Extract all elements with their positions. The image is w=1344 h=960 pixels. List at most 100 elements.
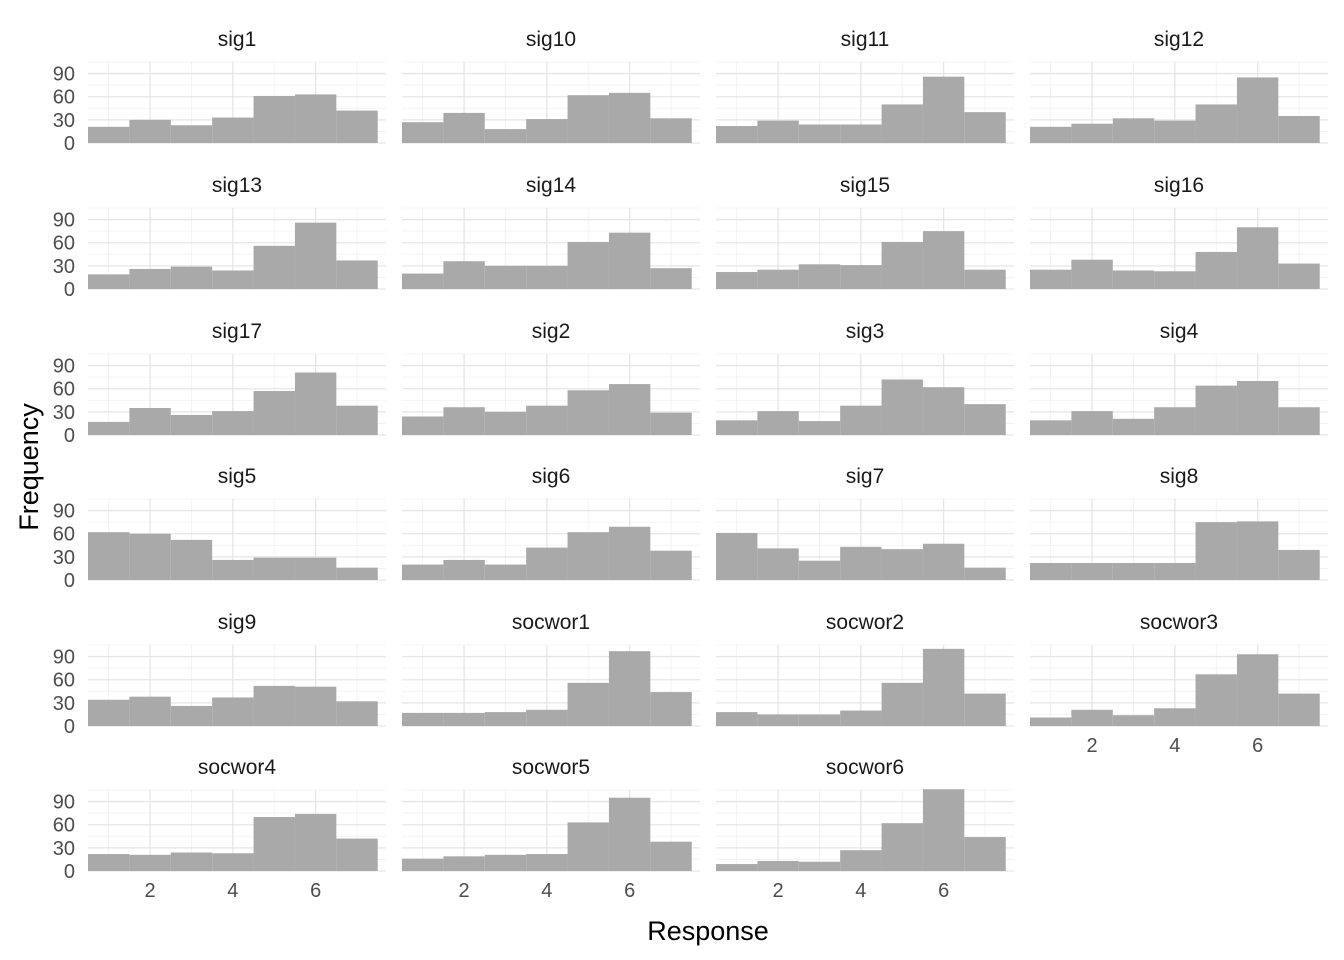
bar-socwor1-5 [567, 682, 609, 726]
bar-sig13-3 [170, 266, 213, 289]
bar-sig1-3 [170, 125, 213, 143]
bar-socwor5-7 [650, 841, 692, 871]
bar-sig17-4 [212, 411, 254, 435]
x-axis-title: Response [647, 916, 769, 946]
x-tick-label: 6 [624, 880, 635, 902]
bar-sig3-3 [798, 421, 841, 435]
bar-sig4-6 [1236, 381, 1279, 435]
y-tick-label: 30 [53, 693, 75, 715]
bar-socwor6-7 [964, 837, 1006, 871]
y-tick-label: 0 [64, 861, 75, 883]
bar-sig8-7 [1278, 549, 1320, 580]
bar-sig3-5 [881, 379, 923, 435]
bar-sig17-2 [129, 408, 171, 435]
y-tick-label: 60 [53, 87, 75, 109]
y-tick-label: 90 [53, 792, 75, 814]
bar-socwor1-7 [650, 692, 692, 726]
bar-sig14-3 [484, 265, 527, 289]
bar-sig9-1 [88, 699, 130, 726]
bar-sig5-6 [294, 557, 337, 580]
facet-title-socwor4: socwor4 [198, 756, 277, 779]
facet-title-sig10: sig10 [526, 28, 576, 51]
bar-socwor6-4 [840, 850, 882, 871]
bar-sig13-4 [212, 270, 254, 289]
bar-sig14-2 [443, 261, 485, 289]
bar-sig12-6 [1236, 77, 1279, 143]
y-tick-label: 60 [53, 233, 75, 255]
bar-sig7-6 [922, 543, 965, 580]
bar-sig13-6 [294, 222, 337, 289]
bar-sig7-1 [716, 532, 758, 580]
facet-panel-sig7: sig7 [716, 465, 1014, 581]
bar-sig8-2 [1071, 563, 1113, 580]
bar-sig3-2 [757, 411, 799, 435]
bar-sig2-7 [650, 412, 692, 435]
facet-title-sig3: sig3 [846, 320, 885, 343]
bar-socwor4-2 [129, 854, 171, 871]
bar-sig4-4 [1154, 407, 1196, 435]
bar-socwor5-2 [443, 856, 485, 871]
bar-socwor3-6 [1236, 654, 1279, 726]
bar-sig15-7 [964, 269, 1006, 289]
bar-sig9-3 [170, 705, 213, 726]
bar-sig5-1 [88, 532, 130, 580]
bar-sig6-7 [650, 550, 692, 580]
bar-sig16-7 [1278, 263, 1320, 289]
bar-sig7-7 [964, 567, 1006, 580]
bar-sig4-3 [1112, 418, 1155, 435]
bar-sig6-3 [484, 564, 527, 580]
bar-sig15-4 [840, 265, 882, 289]
y-tick-label: 30 [53, 256, 75, 278]
bar-sig7-3 [798, 560, 841, 580]
facet-title-sig8: sig8 [1160, 465, 1199, 488]
bar-sig8-5 [1195, 522, 1237, 580]
y-tick-label: 0 [64, 279, 75, 301]
bar-sig2-5 [567, 390, 609, 435]
facet-title-sig9: sig9 [218, 611, 257, 634]
facet-title-socwor3: socwor3 [1140, 611, 1218, 634]
facet-panel-sig11: sig11 [716, 28, 1014, 144]
bar-sig8-3 [1112, 563, 1155, 580]
bar-sig11-5 [881, 104, 923, 143]
bar-sig3-4 [840, 405, 882, 435]
bar-sig7-2 [757, 548, 799, 580]
bar-sig5-4 [212, 559, 254, 580]
bar-socwor2-7 [964, 693, 1006, 726]
y-tick-label: 90 [53, 501, 75, 523]
bar-socwor5-4 [526, 854, 568, 871]
bar-socwor3-1 [1030, 717, 1072, 726]
bar-sig10-4 [526, 119, 568, 143]
y-tick-label: 60 [53, 379, 75, 401]
facet-title-sig14: sig14 [526, 174, 577, 197]
bar-sig8-1 [1030, 563, 1072, 580]
y-tick-label: 30 [53, 838, 75, 860]
x-tick-label: 2 [459, 880, 470, 902]
facet-title-sig11: sig11 [841, 28, 890, 51]
y-tick-label: 30 [53, 547, 75, 569]
y-tick-label: 60 [53, 815, 75, 837]
x-tick-label: 2 [1087, 735, 1098, 757]
x-tick-label: 4 [227, 880, 238, 902]
bar-sig7-5 [881, 549, 923, 580]
bar-sig3-6 [922, 387, 965, 435]
bar-socwor4-1 [88, 854, 130, 871]
y-tick-label: 30 [53, 110, 75, 132]
bar-sig6-4 [526, 547, 568, 580]
bar-sig11-3 [798, 124, 841, 143]
bar-socwor1-1 [402, 712, 444, 726]
x-tick-label: 4 [541, 880, 552, 902]
bar-sig7-4 [840, 546, 882, 580]
bar-sig9-2 [129, 696, 171, 726]
bar-sig9-7 [336, 701, 378, 726]
bar-sig10-3 [484, 129, 527, 143]
bar-socwor2-1 [716, 712, 758, 726]
bar-socwor5-6 [608, 797, 651, 871]
bar-sig5-5 [253, 557, 295, 580]
bar-sig11-1 [716, 126, 758, 143]
bar-sig16-1 [1030, 269, 1072, 289]
bar-socwor3-7 [1278, 693, 1320, 726]
